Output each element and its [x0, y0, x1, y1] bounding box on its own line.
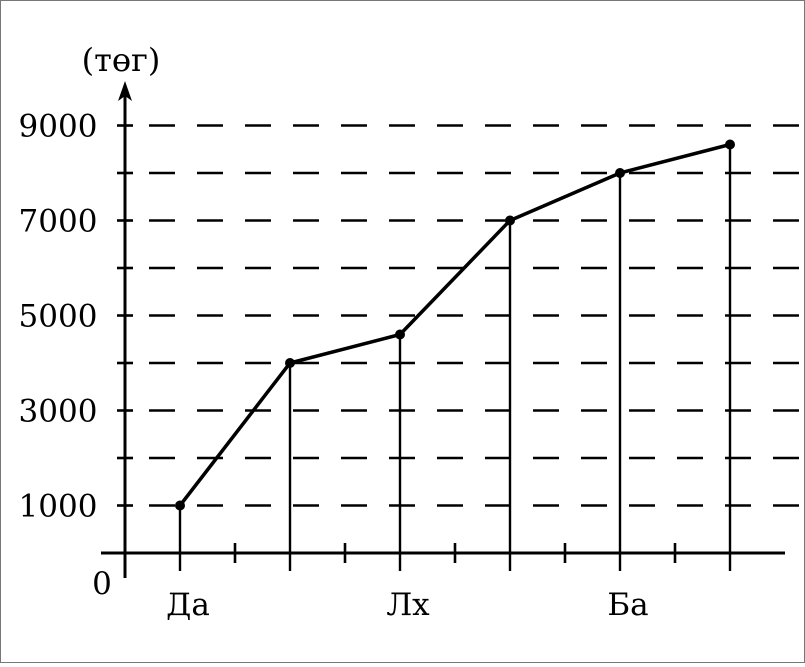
y-tick-label-1000: 1000 — [19, 489, 98, 525]
series-line — [178, 142, 731, 507]
labels: (төг) 0 1000 3000 5000 7000 9000 Да Лх Ба — [19, 41, 649, 623]
data-point — [175, 500, 185, 511]
data-point — [505, 215, 515, 226]
y-tick-label-7000: 7000 — [19, 204, 98, 240]
x-category-label: Ба — [607, 587, 648, 623]
data-point — [615, 168, 625, 178]
series — [178, 142, 731, 507]
y-tick-label-9000: 9000 — [19, 109, 98, 145]
axes — [101, 81, 785, 578]
y-tick-label-3000: 3000 — [19, 394, 98, 430]
drop-lines — [178, 144, 732, 571]
origin-label: 0 — [92, 566, 112, 602]
y-tick-label-5000: 5000 — [19, 299, 98, 335]
x-minor-ticks — [233, 543, 677, 563]
data-points — [175, 139, 735, 511]
x-category-label: Лх — [386, 587, 430, 623]
y-axis-arrowhead — [118, 81, 132, 101]
x-category-label: Да — [166, 587, 210, 623]
data-point — [725, 139, 735, 150]
grid-lines — [117, 124, 801, 507]
y-axis-unit-label: (төг) — [82, 41, 161, 79]
data-point — [285, 358, 295, 368]
data-point — [395, 329, 405, 340]
